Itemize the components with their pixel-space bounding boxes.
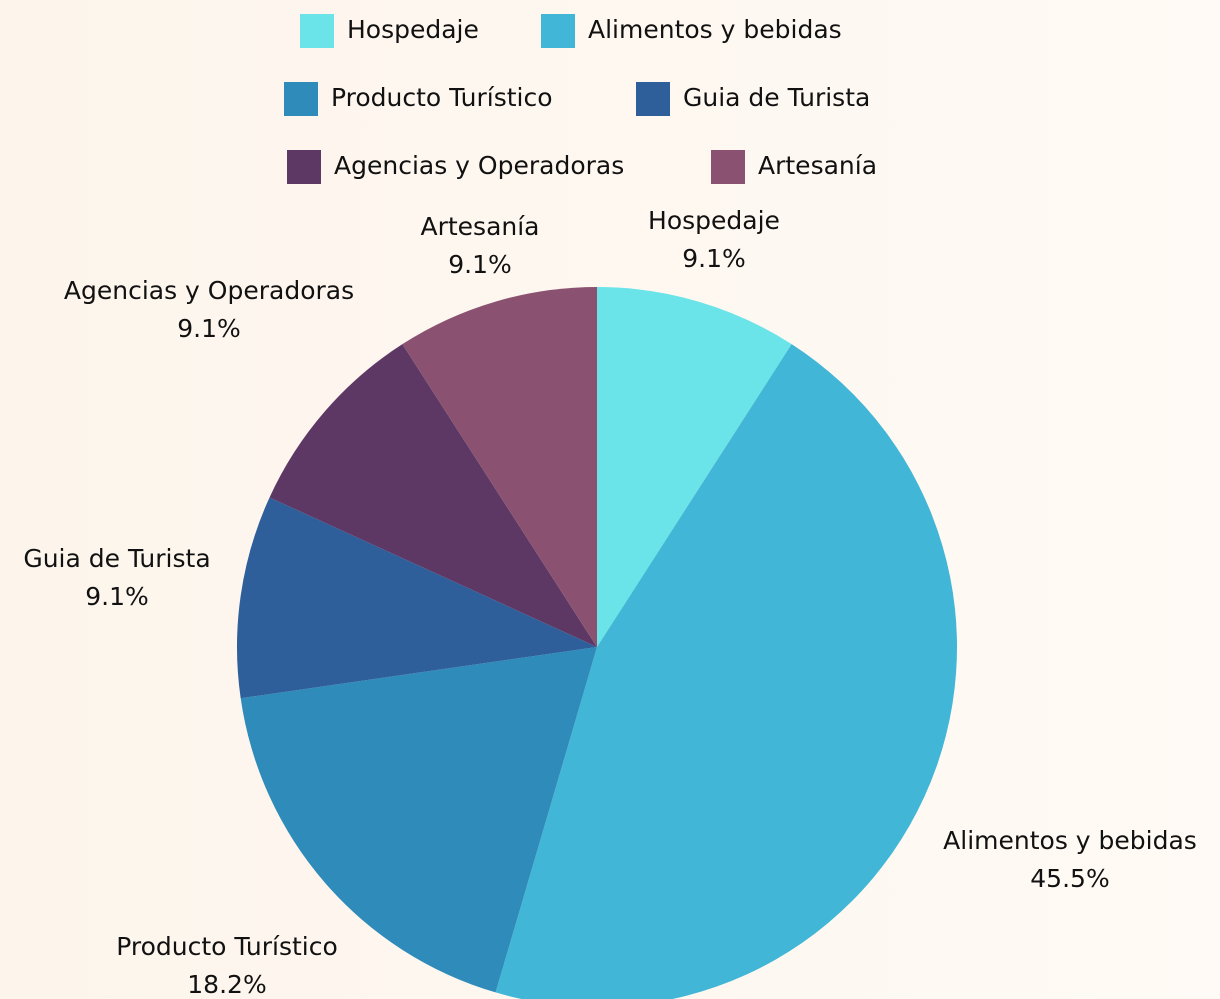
slice-label: Alimentos y bebidas	[943, 826, 1197, 855]
pie-slice	[240, 647, 597, 993]
slice-value: 18.2%	[187, 970, 266, 999]
slice-value: 9.1%	[448, 250, 512, 279]
slice-value: 9.1%	[682, 244, 746, 273]
pie-slice	[402, 287, 597, 647]
legend-swatch	[287, 150, 321, 184]
legend-swatch	[284, 82, 318, 116]
legend-label: Agencias y Operadoras	[334, 151, 624, 180]
slice-label: Producto Turístico	[116, 932, 338, 961]
legend-label: Guia de Turista	[683, 83, 870, 112]
slice-label: Artesanía	[420, 212, 539, 241]
legend-label: Producto Turístico	[331, 83, 553, 112]
slice-value: 9.1%	[177, 314, 241, 343]
slice-label: Guia de Turista	[23, 544, 210, 573]
legend-label: Alimentos y bebidas	[588, 15, 842, 44]
pie-slice	[269, 344, 597, 647]
legend-swatch	[636, 82, 670, 116]
legend-swatch	[300, 14, 334, 48]
legend-label: Artesanía	[758, 151, 877, 180]
slice-value: 9.1%	[85, 582, 149, 611]
slice-value: 45.5%	[1030, 864, 1109, 893]
pie-slice	[597, 287, 792, 647]
pie-slice	[237, 497, 597, 699]
legend-label: Hospedaje	[347, 15, 479, 44]
legend-swatch	[541, 14, 575, 48]
slice-label: Agencias y Operadoras	[64, 276, 354, 305]
legend-swatch	[711, 150, 745, 184]
slice-label: Hospedaje	[648, 206, 780, 235]
pie-slice	[495, 344, 957, 999]
